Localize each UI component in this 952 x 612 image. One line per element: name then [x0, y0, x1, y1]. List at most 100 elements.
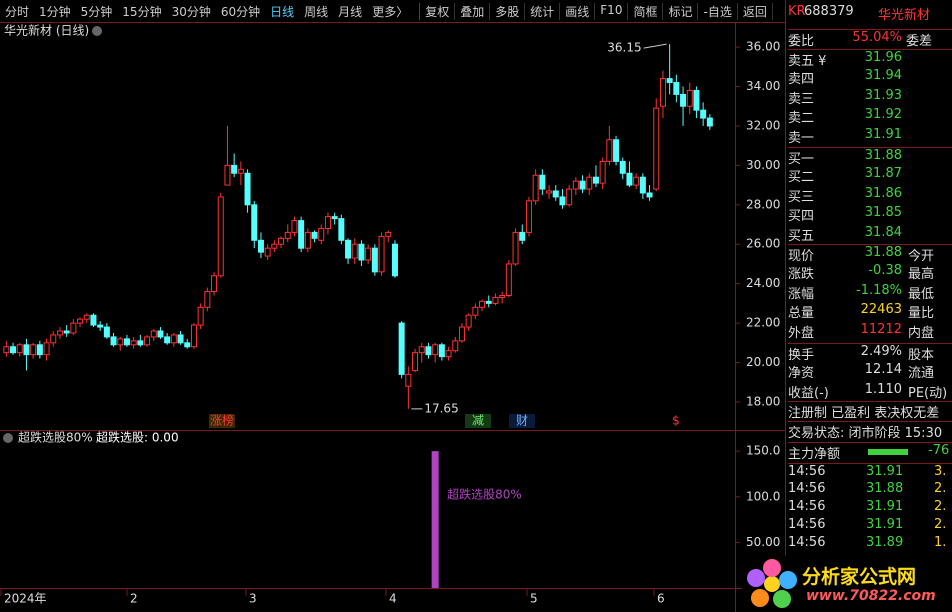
- tool-button[interactable]: 多股: [490, 2, 526, 20]
- cell: 31.91: [866, 499, 904, 514]
- candle-body: [385, 231, 392, 237]
- tool-button[interactable]: 标记: [663, 2, 699, 20]
- candle-body: [123, 338, 130, 346]
- cell: 31.88: [864, 148, 902, 163]
- candle-body: [405, 373, 412, 387]
- candle-body: [666, 78, 673, 84]
- order-book-row: 买一 31.88: [788, 147, 952, 167]
- flow-bar: [868, 449, 908, 455]
- cell: 2.: [934, 481, 947, 496]
- high-arrow: [643, 43, 667, 49]
- tool-button[interactable]: 统计: [525, 2, 561, 20]
- tab[interactable]: 月线: [338, 4, 363, 19]
- candle-body: [144, 336, 151, 346]
- tab[interactable]: 60分钟: [220, 4, 261, 19]
- cell: 卖四: [788, 72, 815, 88]
- candle-body: [432, 344, 439, 356]
- toolbar: 分时 1分钟 5分钟 15分钟 30分钟 60分钟 日线 周线 月线 更多〉 复权 叠加 多股 统计 画线…: [0, 0, 785, 22]
- order-book-row: 卖三 31.93: [788, 88, 952, 107]
- menu-icon[interactable]: [3, 433, 13, 443]
- x-tick-label: 5: [530, 592, 538, 606]
- order-book-row: 卖五 ¥ 31.96: [788, 49, 952, 69]
- tab[interactable]: 1分钟: [39, 4, 71, 19]
- candle-body: [30, 344, 37, 356]
- tab[interactable]: 日线: [270, 4, 295, 19]
- tool-button[interactable]: 简框: [628, 2, 664, 20]
- candle-body: [438, 344, 445, 358]
- cell: PE(动): [908, 385, 948, 401]
- candle-body: [479, 300, 486, 308]
- y-tick-label: 22.00: [746, 316, 780, 330]
- logo: [747, 559, 797, 608]
- indicator-readout: 超跌选股: 0.00: [96, 430, 179, 445]
- tool-button[interactable]: 画线: [560, 2, 596, 20]
- tool-button[interactable]: -自选: [698, 2, 738, 20]
- candle-body: [458, 326, 465, 342]
- quote-panel: KR 688379 华光新材 委比 55.04% 委差 卖五 ¥ 31.96 卖四 31.94 卖三…: [786, 0, 952, 612]
- order-book-row: 买五 31.84: [788, 225, 952, 244]
- candle-body: [291, 220, 298, 233]
- candle-body: [298, 220, 305, 249]
- candle-body: [559, 196, 566, 206]
- indicator: 超跌选股80% 50.00 100.0 150.0: [431, 444, 780, 588]
- candle-body: [345, 239, 352, 259]
- cell: -0.38: [868, 263, 902, 279]
- tool-button[interactable]: 复权: [420, 2, 456, 20]
- cell: -1.18%: [856, 282, 902, 298]
- x-tick-label: 3: [249, 592, 257, 606]
- menu-icon[interactable]: [92, 26, 102, 36]
- y-tick-label: 24.00: [746, 276, 780, 290]
- tab[interactable]: 30分钟: [171, 4, 211, 19]
- tags-row: 注册制 已盈利 表决权无差: [788, 401, 952, 421]
- y-tick-label: 26.00: [746, 237, 780, 251]
- axes: 18.00 20.00 22.00 24.00 26.00 28.00 30.00 32.00…: [0, 40, 780, 606]
- candle-body: [56, 330, 63, 336]
- y-tick-label: 100.0: [746, 489, 780, 503]
- cell: 31.92: [864, 107, 902, 123]
- candle-body: [318, 227, 325, 241]
- candle-body: [532, 174, 539, 202]
- tab[interactable]: 分时: [5, 4, 30, 19]
- tab[interactable]: 15分钟: [122, 4, 162, 19]
- candle-body: [271, 243, 278, 249]
- cell: 最高: [908, 267, 935, 283]
- candle-body: [23, 344, 30, 356]
- candle-body: [103, 326, 110, 338]
- trade-row: 14:56 31.89 1.: [788, 535, 952, 554]
- cell: 31.91: [866, 464, 904, 479]
- candle-body: [331, 216, 338, 220]
- candle-body: [465, 314, 472, 328]
- cell: 外盘: [788, 325, 815, 341]
- candle-body: [599, 160, 606, 184]
- candle-body: [164, 336, 171, 344]
- y-tick-label: 18.00: [746, 394, 780, 408]
- candle-body: [278, 237, 285, 245]
- candle-body: [639, 176, 646, 194]
- candle-body: [231, 164, 238, 174]
- cell: 31.86: [864, 185, 902, 201]
- cell: 涨跌: [788, 267, 815, 283]
- candle-body: [3, 346, 10, 354]
- candle-body: [378, 235, 385, 273]
- candle-body: [412, 352, 419, 371]
- marker: 减: [472, 414, 484, 428]
- x-tick-label: 2024年: [4, 592, 47, 606]
- cell: 量比: [908, 306, 935, 322]
- tab[interactable]: 5分钟: [80, 4, 113, 19]
- tool-button[interactable]: F10: [595, 2, 629, 20]
- cell: 688379: [804, 4, 854, 19]
- tab[interactable]: 更多〉: [372, 4, 409, 19]
- order-book-row: 买二 31.87: [788, 166, 952, 185]
- stat-row: 外盘 11212 内盘: [788, 322, 952, 341]
- cell: 55.04%: [852, 30, 902, 45]
- cell: 31.91: [864, 126, 902, 142]
- candle-body: [137, 340, 144, 346]
- watermark-name: 分析家公式网: [802, 566, 917, 588]
- tool-button[interactable]: 叠加: [455, 2, 491, 20]
- tab[interactable]: 周线: [304, 4, 329, 19]
- stock-header: KR 688379 华光新材: [788, 4, 952, 23]
- tool-button[interactable]: 返回: [738, 2, 773, 20]
- cell: 交易状态: 闭市阶段 15:30: [788, 426, 943, 441]
- candle-body: [546, 190, 553, 194]
- candle-body: [572, 180, 579, 190]
